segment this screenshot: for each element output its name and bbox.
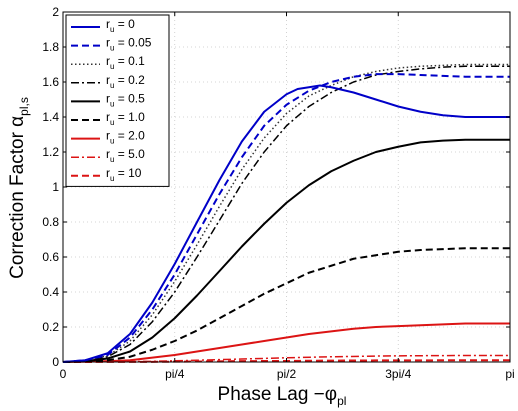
y-tick-label: 1.4 xyxy=(42,110,59,124)
legend-label-subscript: u xyxy=(110,137,114,146)
y-tick-label: 2 xyxy=(52,5,59,19)
series-line xyxy=(62,354,511,363)
grid xyxy=(63,12,510,362)
legend-label-symbol: r xyxy=(106,54,110,68)
legend-label-value: = 5.0 xyxy=(114,147,145,161)
legend-label: ru = 0.5 xyxy=(106,91,145,108)
x-tick-label: 3pi/4 xyxy=(385,367,411,381)
legend-label-value: = 1.0 xyxy=(114,110,145,124)
legend-label-symbol: r xyxy=(106,129,110,143)
legend-label: ru = 0.2 xyxy=(106,73,145,90)
legend-label-value: = 0.2 xyxy=(114,73,145,87)
legend-label-subscript: u xyxy=(110,81,114,90)
x-axis-label: Phase Lag −φpl xyxy=(218,384,347,408)
series-line xyxy=(62,65,511,363)
legend-label-value: = 0.05 xyxy=(114,36,151,50)
series-line xyxy=(62,63,511,363)
series-line xyxy=(62,84,511,363)
legend-label: ru = 0.05 xyxy=(106,36,152,53)
y-tick-label: 1.8 xyxy=(42,40,59,54)
legend-label-subscript: u xyxy=(110,44,114,53)
y-tick-label: 1 xyxy=(52,180,59,194)
legend-label: ru = 0 xyxy=(106,17,135,34)
y-axis-label: Correction Factor αpl,s xyxy=(7,97,31,279)
legend-label-symbol: r xyxy=(106,36,110,50)
x-axis-label-main: Phase Lag −φ xyxy=(218,384,338,405)
legend-label-symbol: r xyxy=(106,110,110,124)
legend-label-subscript: u xyxy=(110,62,114,71)
legend-label: ru = 1.0 xyxy=(106,110,145,127)
y-tick-labels: 0 0.2 0.4 0.6 0.8 1 1.2 1.4 1.6 1.8 2 xyxy=(42,5,59,369)
legend-label: ru = 5.0 xyxy=(106,147,145,164)
x-tick-label: pi xyxy=(505,367,514,381)
legend-label-value: = 0.5 xyxy=(114,91,145,105)
legend-label-symbol: r xyxy=(106,147,110,161)
y-tick-label: 1.2 xyxy=(42,145,59,159)
series-line xyxy=(62,322,511,363)
series-line xyxy=(62,138,511,363)
legend-label-subscript: u xyxy=(110,25,114,34)
legend-label: ru = 0.1 xyxy=(106,54,145,71)
x-tick-label: 0 xyxy=(60,367,67,381)
legend-label-value: = 10 xyxy=(114,166,141,180)
y-tick-label: 0.8 xyxy=(42,215,59,229)
y-tick-label: 1.6 xyxy=(42,75,59,89)
y-axis-label-sub: pl,s xyxy=(17,97,31,116)
legend-label-subscript: u xyxy=(110,174,114,183)
legend-label-subscript: u xyxy=(110,99,114,108)
x-tick-label: pi/4 xyxy=(165,367,185,381)
x-axis-label-sub: pl xyxy=(337,394,346,408)
legend-label-value: = 0 xyxy=(114,17,135,31)
x-tick-labels: 0 pi/4 pi/2 3pi/4 pi xyxy=(60,367,515,381)
y-tick-label: 0 xyxy=(52,355,59,369)
x-tick-label: pi/2 xyxy=(277,367,297,381)
legend-label: ru = 2.0 xyxy=(106,129,145,146)
legend-label-subscript: u xyxy=(110,155,114,164)
y-axis-label-main: Correction Factor α xyxy=(7,116,28,279)
legend-label-symbol: r xyxy=(106,73,110,87)
legend-label-symbol: r xyxy=(106,17,110,31)
y-tick-label: 0.4 xyxy=(42,285,59,299)
series-line xyxy=(62,73,511,363)
legend-label-value: = 0.1 xyxy=(114,54,145,68)
legend-label-symbol: r xyxy=(106,91,110,105)
legend-label-value: = 2.0 xyxy=(114,129,145,143)
legend-label-subscript: u xyxy=(110,118,114,127)
y-tick-label: 0.6 xyxy=(42,250,59,264)
legend-label-symbol: r xyxy=(106,166,110,180)
legend-label: ru = 10 xyxy=(106,166,142,183)
y-tick-label: 0.2 xyxy=(42,320,59,334)
